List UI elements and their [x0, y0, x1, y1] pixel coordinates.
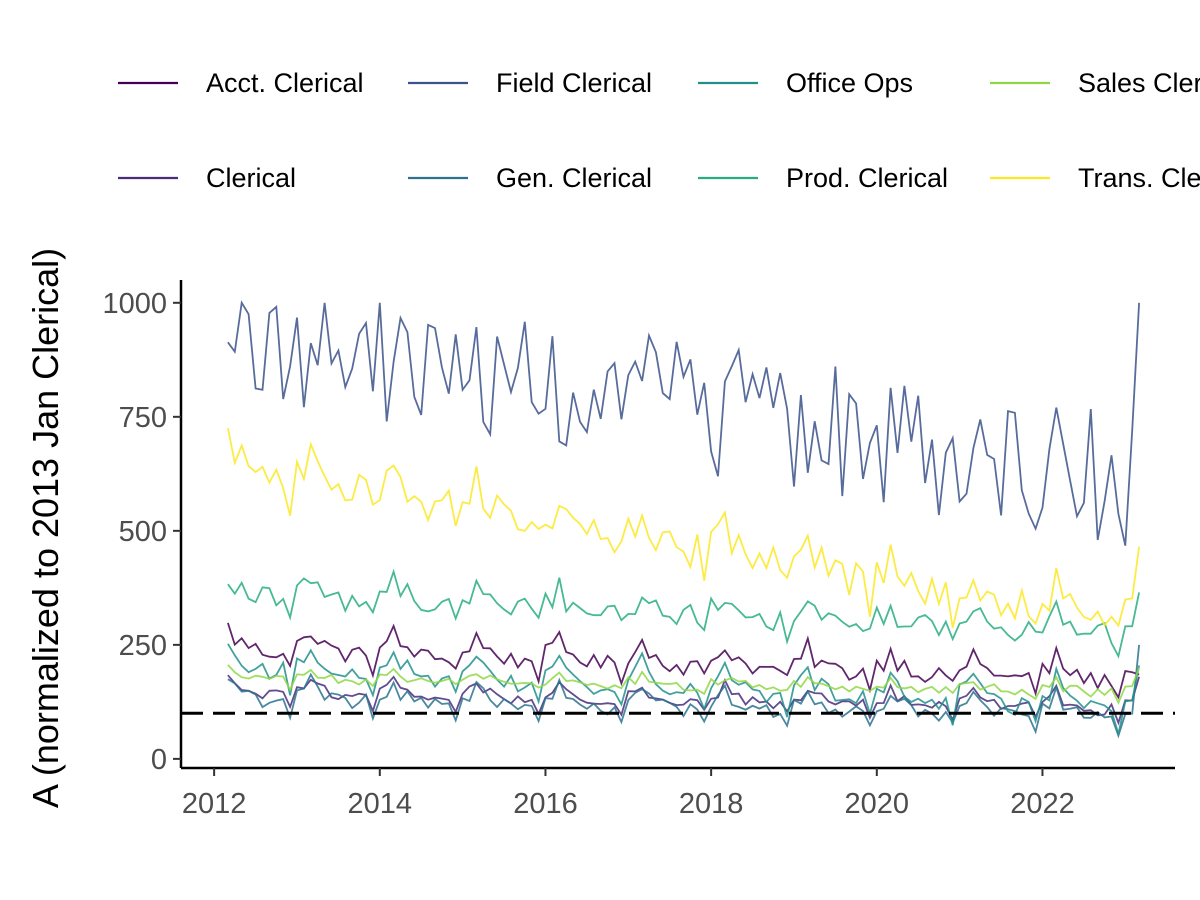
legend-label: Office Ops — [786, 68, 913, 98]
x-tick-label: 2012 — [182, 788, 247, 820]
x-tick-label: 2016 — [513, 788, 578, 820]
x-tick-label: 2022 — [1010, 788, 1075, 820]
series-line — [227, 300, 1140, 546]
series-line — [227, 664, 1140, 705]
legend-item: Field Clerical — [408, 68, 652, 98]
legend-label: Sales Clerical — [1078, 68, 1200, 98]
legend-label: Clerical — [206, 163, 296, 193]
series-line — [227, 674, 1140, 726]
x-tick-label: 2014 — [348, 788, 413, 820]
legend-label: Trans. Clerical — [1078, 163, 1200, 193]
legend-item: Office Ops — [698, 68, 913, 98]
series-line — [227, 427, 1140, 629]
legend-label: Gen. Clerical — [496, 163, 652, 193]
series-line — [227, 622, 1140, 700]
legend-label: Acct. Clerical — [206, 68, 364, 98]
legend-item: Clerical — [118, 163, 296, 193]
series-line — [227, 568, 1140, 659]
legend-label: Prod. Clerical — [786, 163, 948, 193]
legend-item: Trans. Clerical — [990, 163, 1200, 193]
y-tick-label: 0 — [151, 744, 167, 776]
legend-item: Sales Clerical — [990, 68, 1200, 98]
y-axis-title: A (normalized to 2013 Jan Clerical) — [25, 248, 66, 808]
y-tick-label: 500 — [119, 516, 167, 548]
legend: Acct. Clerical Clerical Field Clerical Gen.… — [118, 68, 1200, 193]
y-tick-label: 750 — [119, 402, 167, 434]
x-tick-label: 2018 — [679, 788, 744, 820]
y-tick-label: 1000 — [102, 288, 167, 320]
series-line — [227, 644, 1140, 739]
legend-label: Field Clerical — [496, 68, 652, 98]
series-line — [227, 643, 1140, 735]
legend-item: Prod. Clerical — [698, 163, 948, 193]
legend-item: Acct. Clerical — [118, 68, 364, 98]
axes: 0 250 500 750 1000 2012 2014 2016 2018 2020 2022 — [102, 280, 1175, 820]
series-layer — [227, 300, 1140, 739]
legend-item: Gen. Clerical — [408, 163, 652, 193]
y-tick-label: 250 — [119, 630, 167, 662]
x-tick-label: 2020 — [845, 788, 910, 820]
